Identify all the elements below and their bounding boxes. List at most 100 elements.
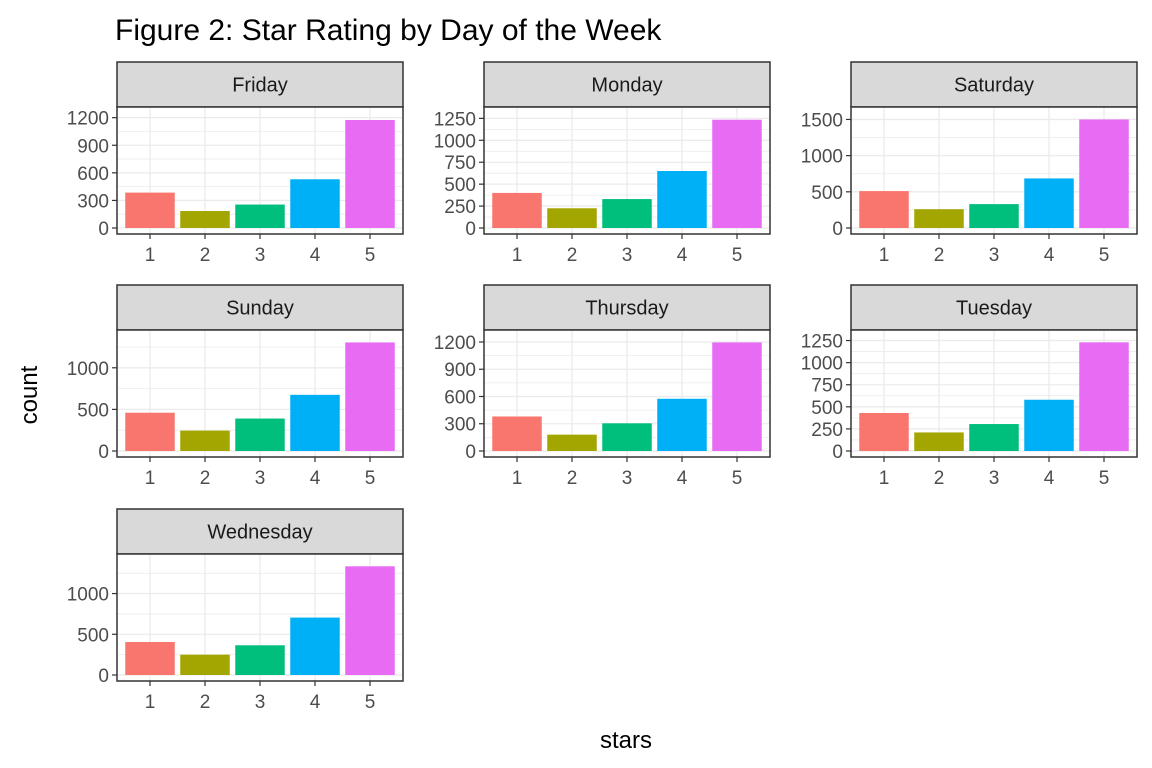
- y-tick-label: 900: [77, 136, 109, 157]
- bar-thursday-star-3: [602, 423, 652, 451]
- facet-panel-thursday: Thursday 0 300 600 900 1200 1 2 3 4 5: [434, 284, 771, 489]
- x-tick-label: 2: [934, 245, 945, 266]
- y-tick-label: 1000: [67, 359, 109, 380]
- bar-wednesday-star-4: [290, 617, 340, 675]
- facet-panel-friday: Friday 0 300 600 900 1200 1 2 3 4 5: [67, 61, 404, 266]
- facet-strip-label: Thursday: [585, 298, 668, 320]
- facet-strip: [483, 61, 771, 108]
- y-tick-label: 750: [444, 153, 476, 174]
- y-tick-label: 1000: [801, 354, 843, 375]
- y-tick-label: 1500: [801, 110, 843, 131]
- x-tick-label: 4: [310, 692, 321, 713]
- y-tick-label: 600: [77, 164, 109, 185]
- y-tick-label: 0: [465, 442, 476, 463]
- x-tick-label: 1: [879, 468, 890, 489]
- x-tick-label: 1: [145, 245, 156, 266]
- facet-strip-label: Sunday: [226, 298, 294, 320]
- x-axis-title: stars: [600, 727, 652, 754]
- x-tick-label: 2: [200, 692, 211, 713]
- y-tick-label: 0: [832, 442, 843, 463]
- x-tick-label: 1: [145, 692, 156, 713]
- facet-strip-label: Tuesday: [956, 298, 1032, 320]
- x-tick-label: 3: [255, 245, 266, 266]
- x-tick-label: 5: [732, 245, 743, 266]
- y-tick-label: 250: [444, 197, 476, 218]
- facet-strip-label: Wednesday: [207, 522, 312, 544]
- bar-saturday-star-2: [914, 209, 964, 228]
- y-tick-label: 900: [444, 360, 476, 381]
- y-tick-label: 750: [811, 376, 843, 397]
- bar-thursday-star-1: [492, 416, 542, 451]
- x-tick-label: 3: [989, 245, 1000, 266]
- bar-monday-star-5: [712, 119, 762, 228]
- y-tick-label: 500: [811, 398, 843, 419]
- facet-panel-sunday: Sunday 0 500 1000 1 2 3 4 5: [67, 284, 404, 489]
- bar-friday-star-2: [180, 210, 230, 228]
- x-tick-label: 3: [989, 468, 1000, 489]
- facet-panel-wednesday: Wednesday 0 500 1000 1 2 3 4 5: [67, 508, 404, 713]
- y-tick-label: 1000: [434, 131, 476, 152]
- y-tick-label: 300: [77, 191, 109, 212]
- x-tick-label: 3: [622, 468, 633, 489]
- facet-strip-label: Monday: [591, 75, 662, 97]
- y-tick-label: 0: [465, 219, 476, 240]
- x-tick-label: 2: [200, 468, 211, 489]
- bar-friday-star-3: [235, 204, 285, 228]
- bar-tuesday-star-2: [914, 432, 964, 451]
- bar-monday-star-3: [602, 199, 652, 228]
- bar-sunday-star-5: [345, 342, 395, 451]
- x-tick-label: 2: [567, 468, 578, 489]
- bar-monday-star-1: [492, 192, 542, 228]
- bar-sunday-star-1: [125, 412, 175, 451]
- y-tick-label: 1200: [434, 333, 476, 354]
- y-tick-label: 1250: [434, 109, 476, 130]
- bar-sunday-star-4: [290, 394, 340, 451]
- y-tick-label: 500: [77, 400, 109, 421]
- bar-wednesday-star-1: [125, 642, 175, 675]
- y-axis-title: count: [16, 365, 43, 424]
- facet-strip: [850, 61, 1138, 108]
- x-tick-label: 5: [1099, 245, 1110, 266]
- x-tick-label: 4: [310, 245, 321, 266]
- y-tick-label: 1200: [67, 109, 109, 130]
- facet-strip-label: Saturday: [954, 75, 1034, 97]
- facet-strip-label: Friday: [232, 75, 288, 97]
- x-tick-label: 2: [567, 245, 578, 266]
- bar-tuesday-star-5: [1079, 342, 1129, 451]
- y-tick-label: 300: [444, 415, 476, 436]
- bar-tuesday-star-1: [859, 413, 909, 451]
- y-tick-label: 0: [832, 219, 843, 240]
- bar-thursday-star-2: [547, 434, 597, 451]
- x-tick-label: 4: [677, 468, 688, 489]
- bar-saturday-star-1: [859, 191, 909, 228]
- bar-saturday-star-3: [969, 204, 1019, 228]
- facet-strip: [116, 508, 404, 555]
- x-tick-label: 1: [512, 245, 523, 266]
- bar-tuesday-star-4: [1024, 399, 1074, 451]
- facet-strip: [850, 284, 1138, 331]
- x-tick-label: 3: [255, 692, 266, 713]
- bar-wednesday-star-5: [345, 566, 395, 675]
- bar-monday-star-2: [547, 208, 597, 228]
- x-tick-label: 4: [310, 468, 321, 489]
- y-tick-label: 0: [98, 219, 109, 240]
- bar-friday-star-5: [345, 119, 395, 228]
- bar-tuesday-star-3: [969, 424, 1019, 451]
- x-tick-label: 5: [365, 245, 376, 266]
- chart-title: Figure 2: Star Rating by Day of the Week: [115, 14, 662, 47]
- bar-thursday-star-4: [657, 398, 707, 451]
- bar-monday-star-4: [657, 171, 707, 228]
- x-tick-label: 5: [1099, 468, 1110, 489]
- x-tick-label: 3: [622, 245, 633, 266]
- x-tick-label: 4: [1044, 468, 1055, 489]
- bar-saturday-star-4: [1024, 178, 1074, 228]
- x-tick-label: 4: [1044, 245, 1055, 266]
- y-tick-label: 0: [98, 666, 109, 687]
- bar-friday-star-4: [290, 179, 340, 228]
- y-tick-label: 250: [811, 420, 843, 441]
- facet-strip: [116, 61, 404, 108]
- facet-panel-saturday: Saturday 0 500 1000 1500 1 2 3 4 5: [801, 61, 1138, 266]
